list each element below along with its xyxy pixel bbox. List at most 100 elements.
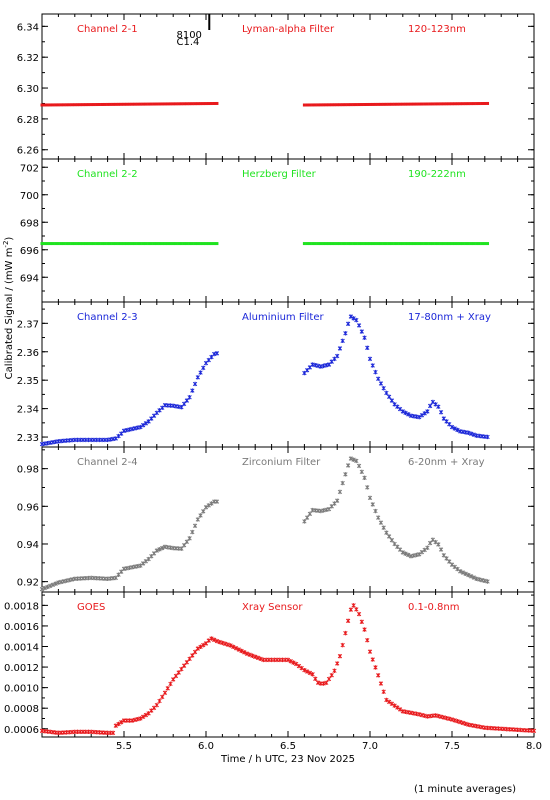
- data-point: [308, 242, 312, 246]
- data-point: [119, 720, 124, 725]
- data-point: [54, 242, 58, 246]
- data-point: [155, 102, 159, 106]
- x-tick-label: 7.0: [362, 741, 378, 752]
- data-point: [471, 575, 477, 580]
- y-tick-label: 2.36: [17, 348, 39, 359]
- data-point: [458, 102, 462, 106]
- y-tick-label: 0.0012: [4, 663, 39, 674]
- data-point: [138, 563, 143, 568]
- filter-label: Xray Sensor: [242, 602, 303, 613]
- panel-frame: [41, 13, 535, 160]
- x-tick-label: 7.5: [444, 741, 460, 752]
- x-tick-label: 6.5: [280, 741, 296, 752]
- data-point: [147, 242, 151, 246]
- data-point: [472, 102, 476, 106]
- data-point: [133, 102, 137, 106]
- data-point: [376, 102, 380, 106]
- data-point: [483, 101, 487, 105]
- data-point: [403, 551, 408, 556]
- data-point: [464, 242, 468, 246]
- data-point: [285, 657, 291, 663]
- data-point: [338, 103, 342, 107]
- data-point: [531, 728, 537, 734]
- data-point: [62, 242, 66, 246]
- data-point: [352, 103, 356, 107]
- data-point: [356, 463, 362, 469]
- data-point: [195, 375, 200, 380]
- data-point: [86, 103, 90, 107]
- data-point: [141, 242, 145, 246]
- data-point: [439, 102, 443, 106]
- data-point: [204, 242, 208, 246]
- data-point: [198, 370, 203, 375]
- data-point: [332, 103, 336, 107]
- data-point: [356, 323, 362, 328]
- data-point: [464, 102, 468, 106]
- data-point: [367, 356, 373, 362]
- data-point: [397, 707, 403, 712]
- data-point: [214, 351, 220, 356]
- data-point: [419, 549, 425, 555]
- data-point: [445, 242, 449, 246]
- data-point: [92, 103, 96, 107]
- y-tick-label: 0.96: [17, 502, 39, 513]
- data-point: [414, 102, 418, 106]
- data-point: [458, 569, 463, 574]
- data-point: [386, 699, 392, 705]
- data-point: [53, 581, 58, 586]
- panel-frame: [41, 591, 535, 738]
- data-point: [141, 102, 145, 106]
- data-point: [422, 547, 427, 553]
- data-point: [360, 242, 364, 246]
- data-point: [340, 480, 345, 486]
- data-point: [352, 242, 356, 246]
- data-point: [417, 242, 421, 246]
- data-point: [335, 353, 340, 359]
- data-point: [316, 103, 320, 107]
- data-point: [431, 102, 435, 106]
- data-point: [409, 102, 413, 106]
- data-point: [215, 101, 219, 105]
- data-point: [307, 670, 313, 676]
- data-point: [406, 102, 410, 106]
- data-point: [40, 242, 44, 246]
- data-point: [452, 426, 457, 431]
- data-point: [365, 485, 370, 490]
- data-point: [95, 242, 99, 246]
- data-point: [206, 503, 211, 508]
- data-point: [322, 242, 326, 246]
- data-point: [480, 102, 484, 106]
- data-point: [447, 102, 451, 106]
- data-point: [138, 242, 142, 246]
- data-point: [48, 103, 52, 107]
- data-point: [302, 103, 306, 107]
- data-point: [343, 630, 348, 636]
- data-point: [67, 103, 71, 107]
- data-point: [422, 411, 427, 416]
- data-point: [92, 242, 96, 246]
- data-point: [127, 102, 131, 106]
- data-point: [472, 242, 476, 246]
- data-point: [337, 346, 343, 351]
- data-point: [455, 427, 460, 433]
- data-point: [327, 103, 331, 107]
- data-point: [483, 242, 487, 246]
- y-axis-label-superscript: -2: [2, 241, 10, 248]
- data-point: [247, 652, 252, 657]
- data-point: [420, 242, 424, 246]
- data-point: [337, 489, 343, 495]
- data-point: [236, 647, 241, 652]
- data-point: [176, 670, 181, 675]
- data-point: [95, 103, 99, 107]
- data-point: [400, 550, 405, 555]
- data-point: [133, 242, 137, 246]
- band-label: 120-123nm: [408, 24, 466, 35]
- data-point: [166, 242, 170, 246]
- data-point: [341, 242, 345, 246]
- data-point: [354, 242, 358, 246]
- data-point: [155, 242, 159, 246]
- data-point: [173, 673, 179, 679]
- data-point: [255, 655, 261, 661]
- data-point: [409, 242, 413, 246]
- data-point: [434, 242, 438, 246]
